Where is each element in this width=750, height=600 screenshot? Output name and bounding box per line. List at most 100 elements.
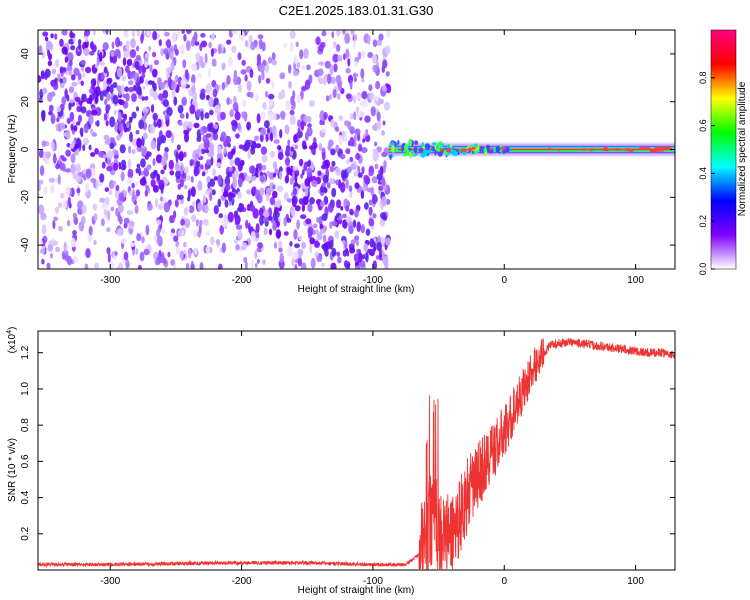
heatmap-speckle — [197, 180, 203, 191]
heatmap-speckle — [121, 75, 127, 82]
heatmap-speckle — [331, 160, 336, 167]
heatmap-speckle — [101, 218, 105, 227]
heatmap-speckle — [355, 94, 362, 100]
heatmap-speckle — [291, 257, 295, 267]
heatmap-speckle — [294, 144, 299, 150]
heatmap-speckle — [268, 228, 273, 236]
heatmap-speckle — [99, 90, 104, 102]
heatmap-speckle — [189, 104, 196, 115]
heatmap-speckle — [138, 119, 145, 130]
heatmap-speckle — [208, 97, 214, 107]
heatmap-speckle — [186, 175, 191, 181]
heatmap-speckle — [232, 101, 239, 112]
heatmap-speckle — [207, 123, 212, 132]
heatmap-speckle — [77, 43, 82, 50]
heatmap-speckle — [56, 117, 60, 123]
heatmap-speckle — [123, 217, 130, 224]
heatmap-speckle — [318, 61, 325, 66]
heatmap-speckle — [386, 30, 391, 38]
heatmap-speckle — [276, 185, 284, 192]
heatmap-speckle — [160, 229, 166, 234]
heatmap-speckle — [327, 73, 332, 85]
heatmap-speckle — [112, 82, 118, 88]
heatmap-speckle — [329, 165, 335, 173]
carrier-peak-blob — [459, 149, 468, 152]
heatmap-speckle — [96, 55, 100, 66]
heatmap-speckle — [158, 256, 166, 264]
heatmap-speckle — [87, 234, 91, 241]
heatmap-speckle — [258, 187, 265, 196]
heatmap-speckle — [104, 187, 110, 193]
heatmap-speckle — [50, 184, 55, 194]
heatmap-speckle — [182, 59, 187, 69]
heatmap-speckle — [62, 200, 68, 210]
heatmap-speckle — [221, 62, 226, 71]
heatmap-speckle — [279, 129, 283, 139]
heatmap-speckle — [190, 214, 197, 222]
snr-y-label: SNR (10 * v/v) — [7, 438, 18, 502]
heatmap-speckle — [65, 168, 72, 173]
heatmap-speckle — [41, 224, 47, 235]
colorbar: 0.0 0.2 0.4 0.6 0.8 Normalized spectral ampl… — [698, 29, 748, 275]
heatmap-speckle — [52, 156, 58, 162]
heatmap-speckle — [376, 111, 381, 122]
heatmap-speckle — [162, 99, 169, 108]
heatmap-speckle — [372, 39, 378, 47]
heatmap-speckle — [50, 113, 56, 125]
heatmap-speckle — [255, 189, 261, 200]
heatmap-speckle — [352, 219, 357, 228]
heatmap-speckle — [306, 126, 313, 137]
heatmap-speckle — [247, 149, 251, 160]
heatmap-speckle — [167, 76, 172, 87]
heatmap-speckle — [140, 158, 146, 168]
heatmap-speckle — [250, 142, 257, 150]
heatmap-speckle — [138, 167, 142, 177]
heatmap-speckle — [309, 243, 313, 254]
heatmap-speckle — [345, 216, 352, 223]
heatmap-speckle — [103, 208, 108, 216]
heatmap-speckle — [323, 112, 328, 120]
heatmap-speckle — [254, 262, 258, 268]
heatmap-speckle — [378, 119, 382, 130]
heatmap-speckle — [164, 147, 169, 153]
heatmap-speckle — [127, 158, 132, 169]
heatmap-speckle — [147, 80, 154, 85]
heatmap-speckle — [266, 170, 271, 177]
heatmap-speckle — [318, 142, 323, 152]
heatmap-speckle — [345, 148, 351, 155]
heatmap-speckle — [80, 215, 86, 225]
heatmap-speckle — [263, 227, 268, 236]
heatmap-speckle — [254, 93, 259, 102]
heatmap-speckle — [345, 205, 350, 212]
heatmap-speckle — [372, 260, 377, 269]
heatmap-speckle — [48, 177, 55, 183]
carrier-onset-blob — [435, 147, 442, 152]
heatmap-speckle — [205, 133, 212, 138]
carrier-onset-blob — [427, 149, 431, 154]
heatmap-speckle — [289, 241, 293, 247]
heatmap-speckle — [376, 241, 382, 252]
heatmap-speckle — [106, 86, 110, 92]
heatmap-speckle — [171, 31, 177, 43]
heatmap-speckle — [110, 51, 115, 57]
heatmap-speckle — [131, 30, 136, 38]
heatmap-speckle — [80, 80, 84, 86]
heatmap-speckle — [92, 203, 98, 211]
heatmap-speckle — [233, 169, 239, 179]
heatmap-speckle — [367, 34, 371, 45]
heatmap-speckle — [211, 33, 215, 41]
snr-y-tick-label: 1.2 — [20, 345, 31, 359]
heatmap-speckle — [234, 111, 241, 121]
heatmap-speckle — [294, 243, 300, 249]
carrier-peak-blob — [472, 146, 476, 150]
heatmap-speckle — [300, 214, 307, 220]
heatmap-speckle — [220, 131, 227, 143]
heatmap-speckle — [349, 208, 354, 215]
heatmap-speckle — [254, 250, 258, 259]
heatmap-speckle — [67, 52, 74, 63]
heatmap-speckle — [293, 229, 298, 240]
heatmap-speckle — [298, 198, 304, 205]
heatmap-speckle — [347, 58, 351, 67]
heatmap-speckle — [342, 213, 347, 219]
heatmap-speckle — [335, 144, 340, 153]
